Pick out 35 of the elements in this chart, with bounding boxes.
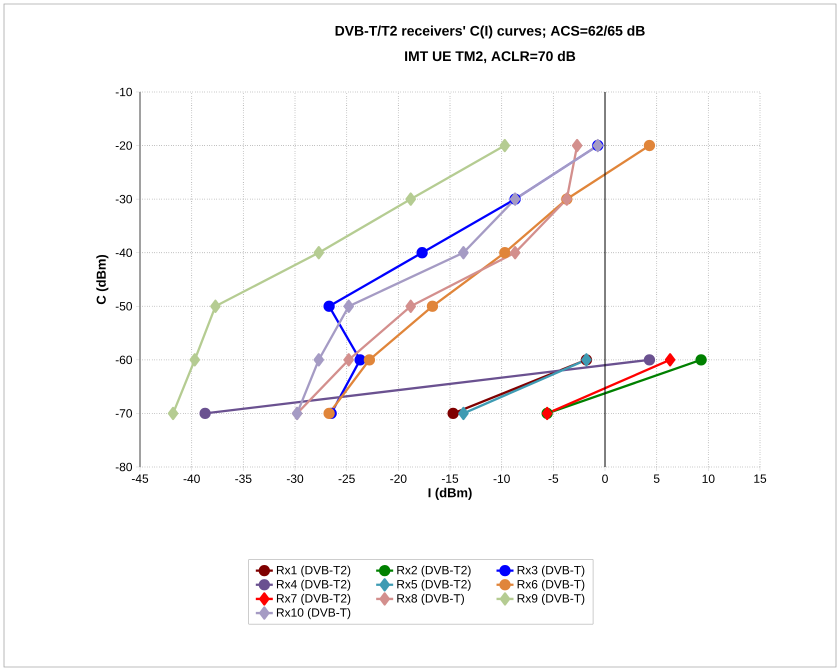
legend-label: Rx3 (DVB-T)	[518, 566, 584, 577]
legend-label: Rx9 (DVB-T)	[518, 594, 584, 605]
legend-label: Rx1 (DVB-T2)	[276, 566, 350, 577]
x-tick-label: -10	[494, 474, 510, 483]
y-tick-label: -50	[116, 302, 132, 310]
x-tick-label: -45	[132, 474, 148, 483]
legend-label: Rx7 (DVB-T2)	[276, 594, 350, 605]
y-tick-label: -70	[116, 409, 132, 418]
x-tick-label: -15	[442, 474, 458, 483]
y-tick-label: -80	[116, 462, 132, 472]
y-axis-title: C (dBm)	[96, 254, 108, 304]
y-tick-label: -60	[116, 356, 132, 364]
chart-subtitle: IMT UE TM2, ACLR=70 dB	[405, 50, 576, 64]
x-tick-label: -35	[235, 474, 252, 483]
y-tick-label: -20	[116, 141, 132, 150]
x-tick-label: 10	[702, 474, 715, 483]
x-tick-label: 0	[602, 474, 608, 483]
x-tick-label: -30	[286, 474, 304, 483]
legend-label: Rx2 (DVB-T2)	[397, 566, 471, 577]
x-tick-label: 5	[654, 474, 660, 483]
legend-label: Rx8 (DVB-T)	[397, 594, 464, 605]
legend-label: Rx4 (DVB-T2)	[276, 580, 350, 591]
y-tick-label: -10	[116, 88, 132, 96]
y-tick-label: -30	[116, 194, 132, 204]
x-tick-label: -25	[338, 474, 355, 483]
legend-label: Rx5 (DVB-T2)	[397, 580, 471, 591]
legend-label: Rx10 (DVB-T)	[276, 608, 350, 620]
legend-label: Rx6 (DVB-T)	[518, 580, 584, 591]
x-tick-label: -20	[390, 474, 407, 483]
x-tick-label: -5	[548, 474, 558, 483]
chart-title: DVB-T/T2 receivers' C(I) curves; ACS=62/65 dB	[336, 25, 645, 38]
y-tick-label: -40	[116, 248, 132, 257]
x-axis-title: I (dBm)	[428, 488, 472, 500]
x-tick-label: 15	[754, 474, 766, 483]
x-tick-label: -40	[184, 474, 200, 483]
